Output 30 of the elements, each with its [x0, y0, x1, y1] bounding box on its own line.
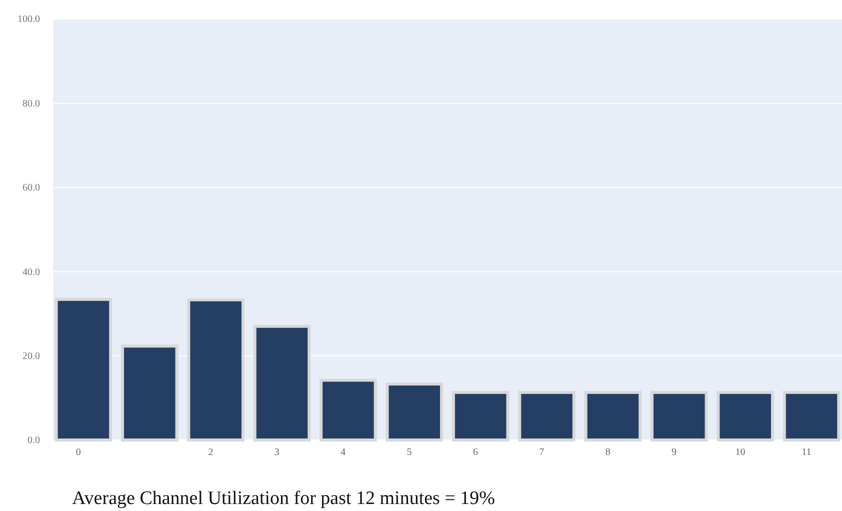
- bar: [518, 390, 576, 442]
- x-tick-label: 6: [472, 447, 478, 458]
- bar: [253, 324, 311, 442]
- bar: [782, 390, 840, 442]
- y-tick-label: 20.0: [22, 351, 40, 362]
- x-tick-label: 2: [208, 447, 214, 458]
- y-tick-label: 60.0: [22, 182, 40, 194]
- text: Average Channel Utilization for past 12 minutes = 19%: [72, 488, 496, 509]
- x-tick-label: 4: [340, 447, 346, 458]
- bar: [121, 344, 178, 442]
- bar: [452, 390, 510, 442]
- bar: [386, 382, 444, 442]
- x-tick-label: 10: [735, 447, 746, 458]
- x-tick-label: 3: [274, 447, 280, 458]
- bar: [54, 298, 112, 442]
- bar: [650, 390, 708, 442]
- x-tick-label: 5: [406, 447, 412, 458]
- x-tick-label: 7: [539, 447, 544, 458]
- x-tick-label: 11: [802, 447, 812, 458]
- bar: [716, 390, 774, 442]
- bar: [187, 298, 244, 442]
- bar: [320, 378, 377, 442]
- x-tick-label: 9: [672, 447, 677, 458]
- x-tick-label: 8: [605, 447, 610, 458]
- bar: [584, 390, 642, 442]
- y-tick-label: 100.0: [18, 14, 40, 26]
- x-tick-label: 0: [76, 447, 81, 458]
- y-tick-label: 40.0: [22, 266, 40, 278]
- y-tick-label: 80.0: [22, 98, 40, 110]
- y-tick-label: 0.0: [28, 435, 40, 446]
